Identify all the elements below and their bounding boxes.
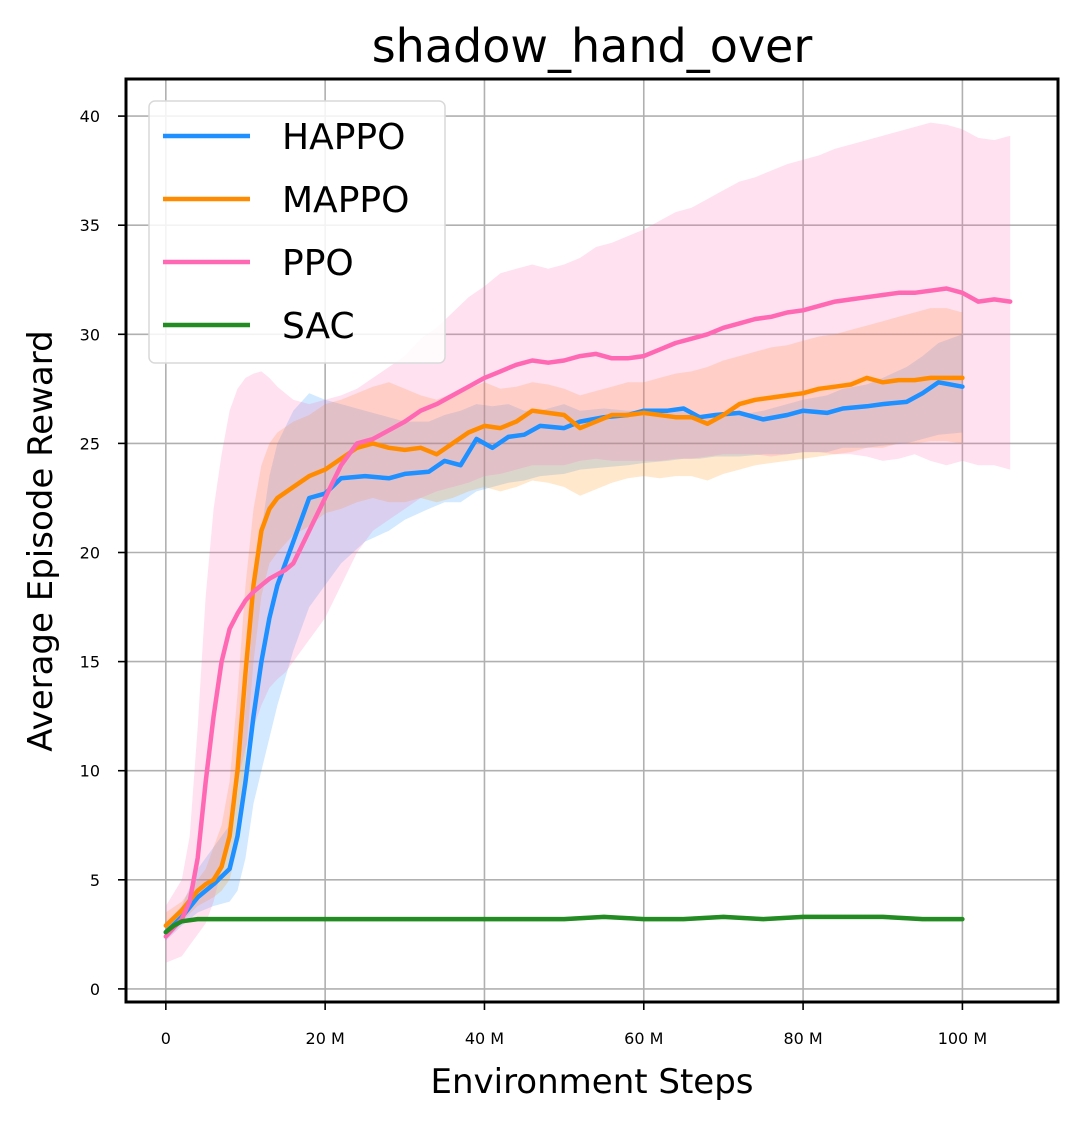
y-tick-label: 10 [80,762,100,781]
line-ppo [163,286,1013,939]
legend-label-sac: SAC [282,306,355,347]
legend: HAPPO MAPPO PPO SAC [148,100,446,364]
grid [126,79,1058,1002]
line-happo [163,380,965,935]
legend-label-mappo: MAPPO [282,180,409,221]
legend-label-ppo: PPO [282,243,354,284]
line-sac [163,914,965,935]
y-tick-label: 25 [80,434,100,453]
band-happo [165,334,963,941]
band-ppo [165,122,1011,963]
y-axis: 0 5 10 15 20 25 30 35 40 [80,107,126,999]
x-tick-label: 0 [161,1029,171,1048]
band-mappo [165,308,963,937]
legend-box [148,100,446,364]
plot-frame [124,77,1060,1004]
x-tick-label: 80 M [783,1029,822,1048]
x-axis: 0 20 M 40 M 60 M 80 M 100 M [161,1002,987,1048]
series-lines [163,286,1013,939]
y-tick-label: 15 [80,653,100,672]
x-tick-label: 60 M [624,1029,663,1048]
y-tick-label: 5 [90,871,100,890]
y-tick-label: 0 [90,980,100,999]
x-tick-label: 40 M [465,1029,504,1048]
y-tick-label: 30 [80,325,100,344]
x-tick-label: 100 M [938,1029,987,1048]
legend-label-happo: HAPPO [282,117,405,158]
x-tick-label: 20 M [306,1029,345,1048]
x-axis-label: Environment Steps [430,1062,753,1102]
chart-title: shadow_hand_over [372,19,813,73]
y-axis-label: Average Episode Reward [21,330,61,751]
line-mappo [163,375,965,928]
y-tick-label: 40 [80,107,100,126]
y-tick-label: 20 [80,544,100,563]
y-tick-label: 35 [80,216,100,235]
